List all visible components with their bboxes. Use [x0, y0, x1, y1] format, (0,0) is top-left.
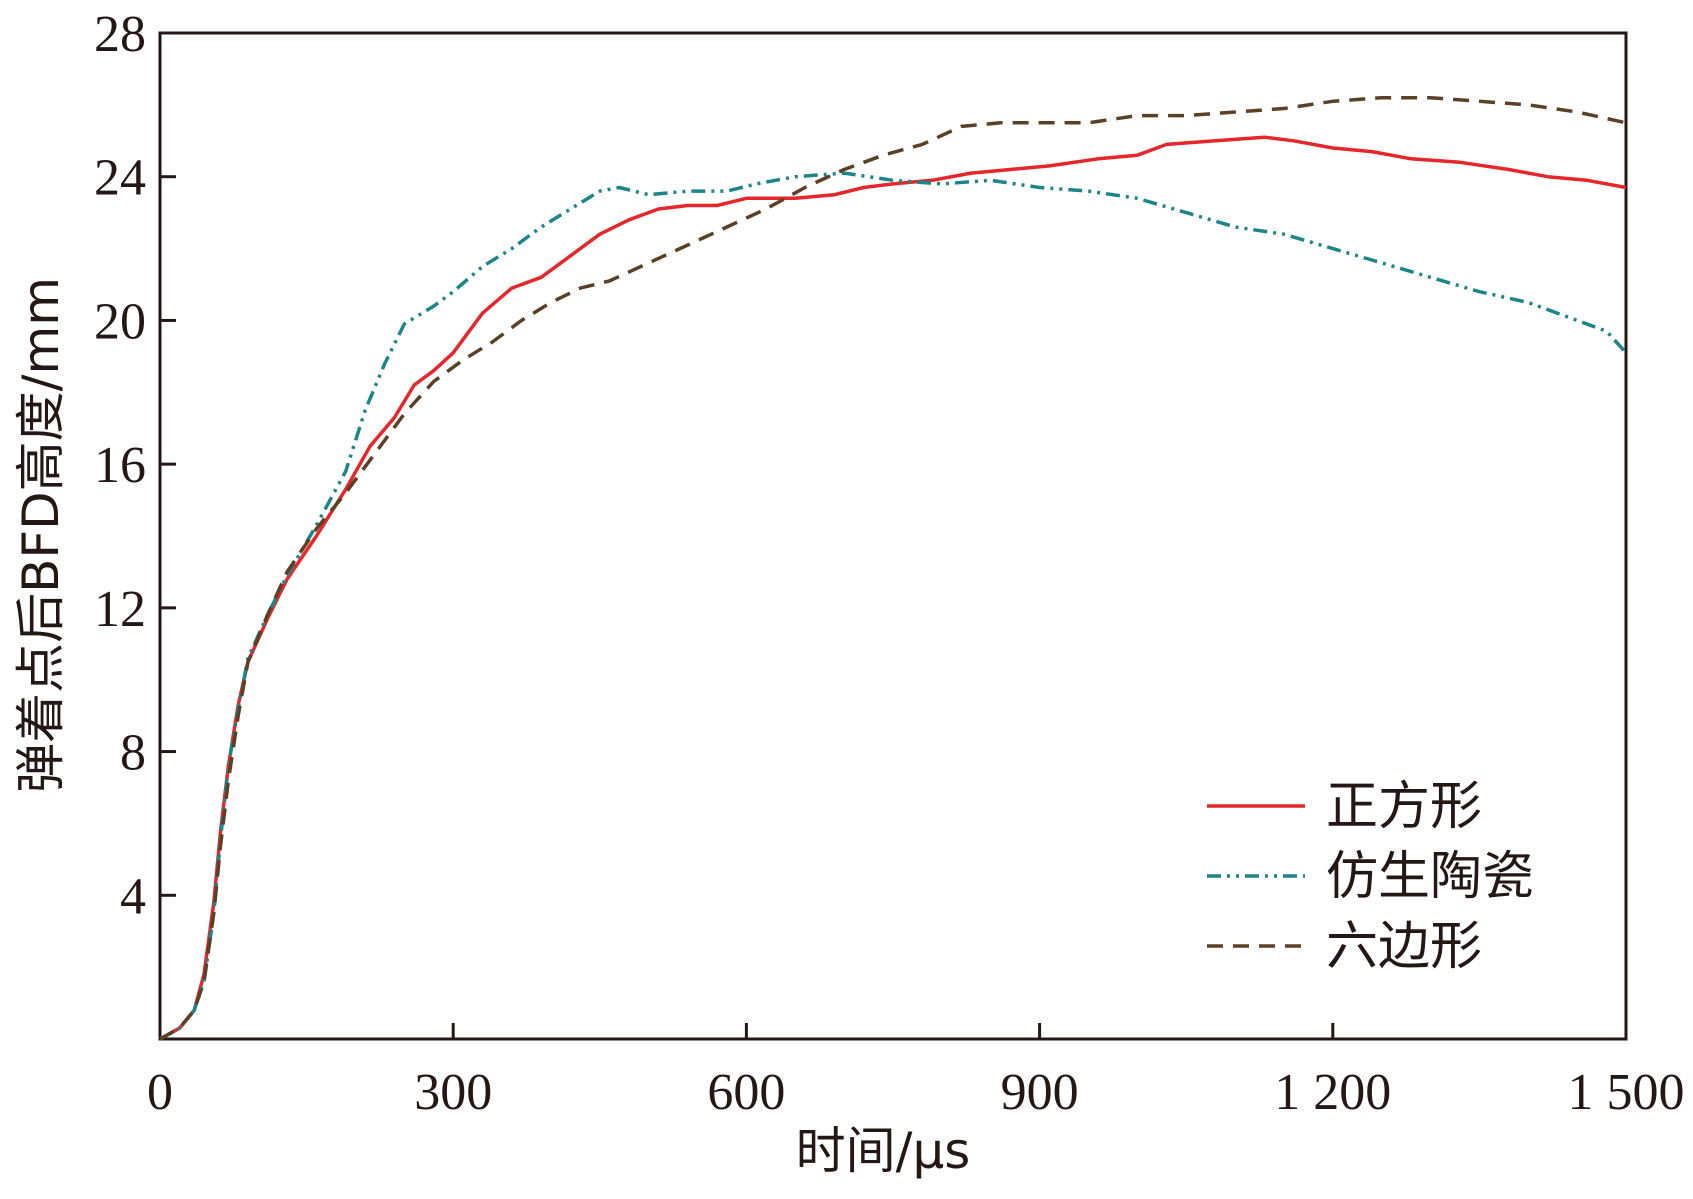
series-line-1 — [159, 135, 1627, 1041]
x-tick-label: 300 — [414, 1064, 492, 1121]
y-tick-label: 20 — [94, 293, 146, 350]
plot-area — [158, 31, 1628, 1041]
x-tick-label: 900 — [1001, 1064, 1079, 1121]
x-tick-label: 1 500 — [1568, 1064, 1685, 1121]
y-axis-title: 弹着点后BFD高度/mm — [12, 277, 70, 793]
axis-ticks: 0 300 600 900 1 200 1 500 4 8 12 16 20 24 28 — [94, 6, 1685, 1121]
legend-label-2: 仿生陶瓷 — [1326, 847, 1534, 907]
plot-frame — [158, 31, 1628, 1041]
y-tick-label: 16 — [94, 437, 146, 494]
y-tick-label: 8 — [120, 725, 146, 782]
y-tick-label: 12 — [94, 581, 146, 638]
y-tick-label: 4 — [120, 868, 146, 925]
series-lines — [159, 95, 1628, 1041]
x-axis-title: 时间/μs — [796, 1122, 971, 1180]
y-tick-label: 28 — [94, 6, 146, 63]
legend-label-1: 正方形 — [1326, 777, 1482, 837]
x-tick-label: 600 — [707, 1064, 785, 1121]
series-line-2 — [159, 171, 1628, 1041]
x-tick-label: 0 — [147, 1064, 173, 1121]
legend-label-3: 六边形 — [1326, 917, 1482, 977]
x-tick-label: 1 200 — [1274, 1064, 1391, 1121]
y-tick-label: 24 — [94, 150, 146, 207]
